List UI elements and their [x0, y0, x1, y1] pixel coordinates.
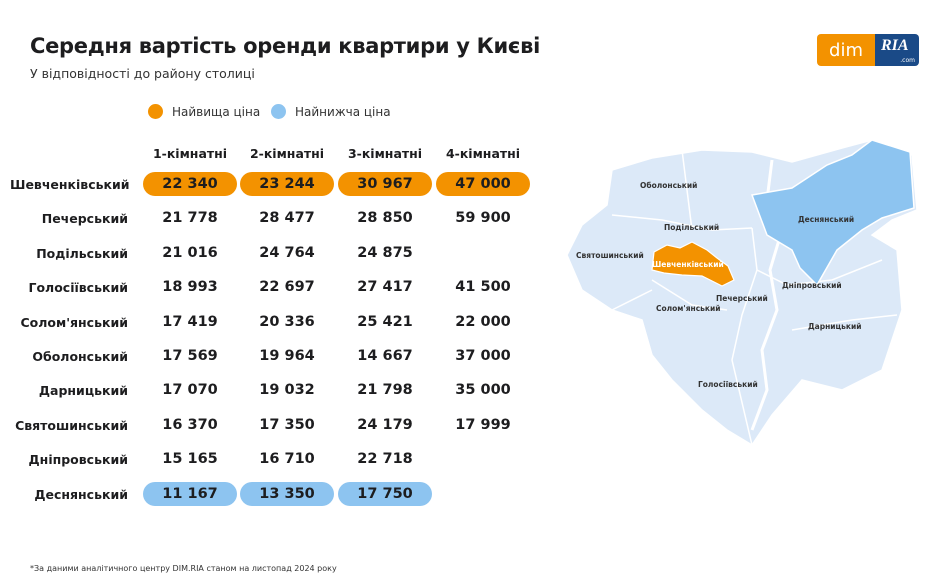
- price-cell: 17 999: [455, 416, 511, 433]
- price-cell: 37 000: [455, 348, 511, 364]
- column-header: 3-кімнатні: [347, 146, 423, 161]
- price-cell: 17 419: [162, 313, 218, 330]
- column-header: 2-кімнатні: [249, 146, 325, 161]
- price-cell: 18 993: [162, 279, 218, 296]
- price-cell: 17 569: [162, 348, 218, 364]
- column-header: 4-кімнатні: [445, 146, 521, 161]
- price-cell: 20 336: [259, 313, 315, 330]
- price-cell: 19 032: [259, 382, 315, 399]
- row-label-district: Солом'янський: [20, 314, 128, 330]
- price-cell: 24 179: [357, 416, 413, 433]
- price-cell: 17 070: [162, 382, 218, 399]
- map-district-borders: [611, 149, 898, 446]
- row-label-district: Оболонський: [32, 349, 128, 364]
- price-cell: 21 778: [162, 210, 218, 227]
- price-cell: 27 417: [357, 279, 413, 296]
- price-cell: 17 750: [338, 481, 432, 506]
- map-label-obolonskyi: Оболонський: [640, 181, 697, 190]
- legend-dot-highest: [148, 104, 163, 119]
- map-label-solomianskyi: Солом'янський: [656, 304, 721, 313]
- price-cell: 47 000: [436, 172, 530, 196]
- dim-ria-logo[interactable]: dim RIA .com: [817, 34, 919, 66]
- map-label-sviatoshynskyi: Святошинський: [576, 251, 644, 260]
- price-cell: 16 710: [259, 451, 315, 468]
- price-cell: 28 477: [259, 210, 315, 227]
- map-district-shevchenkivskyi: [651, 241, 735, 287]
- legend-dot-lowest: [271, 104, 286, 119]
- price-cell: 41 500: [455, 279, 511, 296]
- price-cell: 35 000: [455, 382, 511, 399]
- footnote: *За даними аналітичного центру DIM.RIA с…: [30, 564, 337, 573]
- legend-label-lowest: Найнижча ціна: [295, 104, 391, 119]
- price-cell: 21 798: [357, 382, 413, 399]
- logo-dim-text: dim: [817, 34, 875, 66]
- map-label-podilskyi: Подільський: [664, 223, 719, 232]
- legend-item-lowest: Найнижча ціна: [271, 104, 391, 119]
- kyiv-district-map: Оболонський Подільський Святошинський Ше…: [566, 140, 918, 447]
- row-label-district: Печерський: [41, 211, 128, 227]
- page-title: Середня вартість оренди квартири у Києві: [30, 34, 540, 58]
- price-cell: 22 340: [143, 172, 237, 196]
- price-cell: 13 350: [240, 481, 334, 506]
- price-cell: 15 165: [162, 451, 218, 468]
- price-cell: 23 244: [240, 172, 334, 196]
- price-cell: 19 964: [259, 348, 315, 364]
- price-cell: 28 850: [357, 210, 413, 227]
- price-cell: 22 000: [455, 313, 511, 330]
- logo-ria-block: RIA .com: [875, 34, 919, 66]
- logo-ria-text: RIA: [881, 37, 909, 54]
- logo-com-text: .com: [900, 57, 915, 64]
- price-cell: 22 697: [259, 279, 315, 296]
- row-label-district: Дніпровський: [28, 452, 128, 468]
- row-label-district: Голосіївський: [28, 280, 129, 296]
- price-cell: 14 667: [357, 348, 413, 364]
- price-cell: 30 967: [338, 172, 432, 196]
- price-cell: 25 421: [357, 313, 413, 330]
- row-label-district: Шевченківський: [10, 177, 130, 192]
- map-label-shevchenkivskyi: Шевченківський: [652, 260, 724, 269]
- row-label-district: Дарницький: [38, 383, 128, 399]
- map-district-desnianskyi: [750, 140, 915, 287]
- row-label-district: Деснянський: [34, 486, 128, 502]
- price-cell: 17 350: [259, 416, 315, 433]
- price-cell: 11 167: [143, 481, 237, 506]
- map-label-dniprovskyi: Дніпровський: [782, 281, 842, 290]
- price-cell: 59 900: [455, 210, 511, 227]
- price-cell: 21 016: [162, 244, 218, 261]
- map-label-holosiivskyi: Голосіївський: [698, 380, 758, 389]
- row-label-district: Святошинський: [15, 417, 128, 433]
- map-label-darnytskyi: Дарницький: [808, 322, 861, 331]
- price-cell: 22 718: [357, 451, 413, 468]
- map-label-pecherskyi: Печерський: [716, 294, 768, 303]
- legend-label-highest: Найвища ціна: [172, 104, 261, 119]
- column-header: 1-кімнатні: [152, 146, 228, 161]
- row-label-district: Подільський: [36, 245, 128, 261]
- page-subtitle: У відповідності до району столиці: [30, 66, 255, 81]
- price-cell: 24 764: [259, 244, 315, 261]
- price-cell: 16 370: [162, 416, 218, 433]
- legend-item-highest: Найвища ціна: [148, 104, 260, 119]
- price-cell: 24 875: [357, 244, 413, 261]
- map-label-desnianskyi: Деснянський: [798, 215, 854, 224]
